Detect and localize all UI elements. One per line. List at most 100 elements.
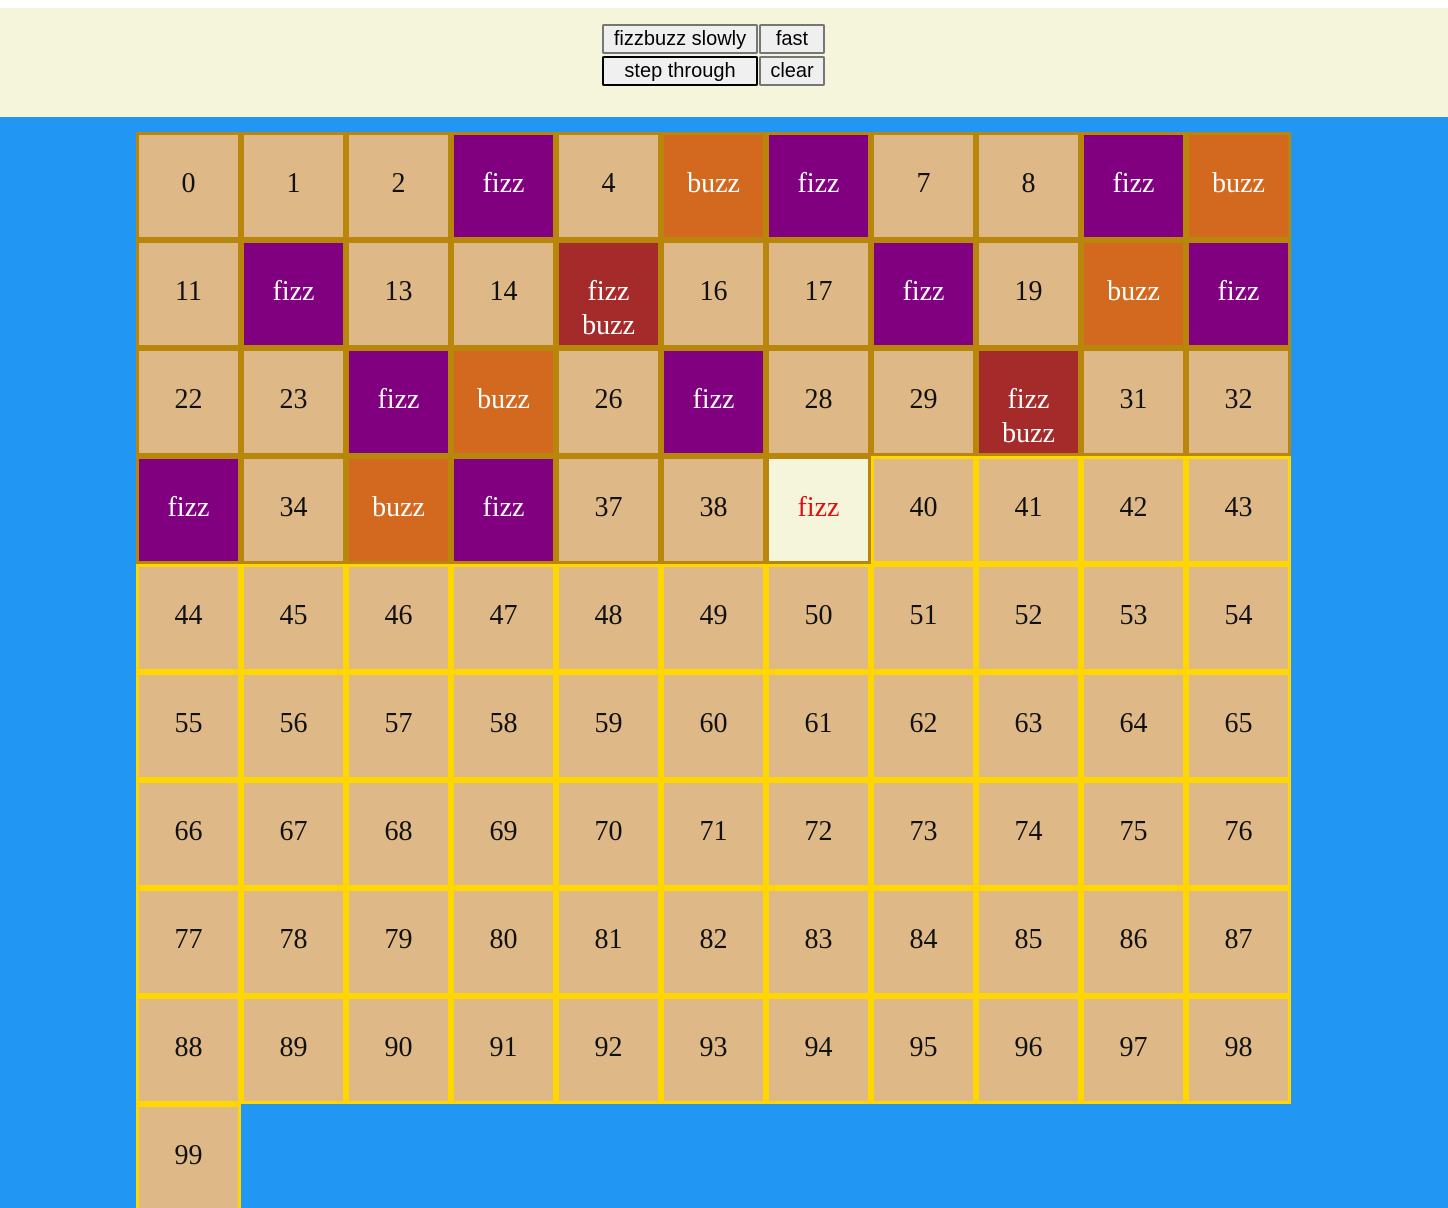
number-cell: 4 — [556, 132, 661, 240]
pending-cell: 43 — [1186, 456, 1291, 564]
pending-cell: 83 — [766, 888, 871, 996]
fizz-cell: fizz — [661, 348, 766, 456]
pending-cell: 77 — [136, 888, 241, 996]
pending-cell: 70 — [556, 780, 661, 888]
pending-cell: 59 — [556, 672, 661, 780]
pending-cell: 75 — [1081, 780, 1186, 888]
pending-cell: 87 — [1186, 888, 1291, 996]
pending-cell: 95 — [871, 996, 976, 1104]
number-cell: 11 — [136, 240, 241, 348]
fizz-cell: fizz — [241, 240, 346, 348]
number-cell: 34 — [241, 456, 346, 564]
fizz-cell: fizz — [1081, 132, 1186, 240]
pending-cell: 44 — [136, 564, 241, 672]
number-cell: 37 — [556, 456, 661, 564]
fast-button[interactable]: fast — [759, 24, 825, 54]
pending-cell: 46 — [346, 564, 451, 672]
pending-cell: 78 — [241, 888, 346, 996]
buzz-cell: buzz — [1081, 240, 1186, 348]
pending-cell: 89 — [241, 996, 346, 1104]
fizzbuzz-cell: fizz buzz — [976, 348, 1081, 456]
number-cell: 0 — [136, 132, 241, 240]
buzz-cell: buzz — [346, 456, 451, 564]
pending-cell: 53 — [1081, 564, 1186, 672]
pending-cell: 52 — [976, 564, 1081, 672]
pending-cell: 58 — [451, 672, 556, 780]
pending-cell: 51 — [871, 564, 976, 672]
pending-cell: 63 — [976, 672, 1081, 780]
pending-cell: 72 — [766, 780, 871, 888]
number-cell: 32 — [1186, 348, 1291, 456]
pending-cell: 54 — [1186, 564, 1291, 672]
pending-cell: 47 — [451, 564, 556, 672]
pending-cell: 61 — [766, 672, 871, 780]
fizz-cell: fizz — [346, 348, 451, 456]
pending-cell: 80 — [451, 888, 556, 996]
control-bar: fizzbuzz slowly fast step through clear — [0, 8, 1448, 117]
pending-cell: 48 — [556, 564, 661, 672]
pending-cell: 68 — [346, 780, 451, 888]
pending-cell: 55 — [136, 672, 241, 780]
pending-cell: 64 — [1081, 672, 1186, 780]
pending-cell: 50 — [766, 564, 871, 672]
buzz-cell: buzz — [451, 348, 556, 456]
fizz-cell: fizz — [136, 456, 241, 564]
fizz-cell: fizz — [766, 132, 871, 240]
pending-cell: 67 — [241, 780, 346, 888]
number-cell: 17 — [766, 240, 871, 348]
pending-cell: 71 — [661, 780, 766, 888]
pending-cell: 99 — [136, 1104, 241, 1208]
pending-cell: 97 — [1081, 996, 1186, 1104]
pending-cell: 86 — [1081, 888, 1186, 996]
number-cell: 31 — [1081, 348, 1186, 456]
number-cell: 8 — [976, 132, 1081, 240]
pending-cell: 74 — [976, 780, 1081, 888]
step-through-button[interactable]: step through — [602, 56, 758, 86]
buzz-cell: buzz — [661, 132, 766, 240]
pending-cell: 42 — [1081, 456, 1186, 564]
fizzbuzz-slowly-button[interactable]: fizzbuzz slowly — [602, 24, 758, 54]
pending-cell: 91 — [451, 996, 556, 1104]
number-cell: 22 — [136, 348, 241, 456]
pending-cell: 79 — [346, 888, 451, 996]
pending-cell: 49 — [661, 564, 766, 672]
pending-cell: 93 — [661, 996, 766, 1104]
pending-cell: 85 — [976, 888, 1081, 996]
pending-cell: 69 — [451, 780, 556, 888]
clear-button[interactable]: clear — [759, 56, 825, 86]
pending-cell: 98 — [1186, 996, 1291, 1104]
number-cell: 16 — [661, 240, 766, 348]
fizz-cell: fizz — [451, 456, 556, 564]
pending-cell: 73 — [871, 780, 976, 888]
pending-cell: 96 — [976, 996, 1081, 1104]
number-cell: 38 — [661, 456, 766, 564]
pending-cell: 66 — [136, 780, 241, 888]
pending-cell: 57 — [346, 672, 451, 780]
number-cell: 26 — [556, 348, 661, 456]
number-cell: 7 — [871, 132, 976, 240]
pending-cell: 82 — [661, 888, 766, 996]
pending-cell: 90 — [346, 996, 451, 1104]
number-cell: 29 — [871, 348, 976, 456]
buzz-cell: buzz — [1186, 132, 1291, 240]
fizz-cell: fizz — [1186, 240, 1291, 348]
pending-cell: 81 — [556, 888, 661, 996]
fizz-cell: fizz — [451, 132, 556, 240]
number-cell: 19 — [976, 240, 1081, 348]
number-cell: 14 — [451, 240, 556, 348]
pending-cell: 65 — [1186, 672, 1291, 780]
number-cell: 28 — [766, 348, 871, 456]
number-cell: 13 — [346, 240, 451, 348]
current-cell: fizz — [766, 456, 871, 564]
pending-cell: 92 — [556, 996, 661, 1104]
pending-cell: 76 — [1186, 780, 1291, 888]
pending-cell: 60 — [661, 672, 766, 780]
number-cell: 1 — [241, 132, 346, 240]
pending-cell: 84 — [871, 888, 976, 996]
pending-cell: 56 — [241, 672, 346, 780]
fizzbuzz-cell: fizz buzz — [556, 240, 661, 348]
number-cell: 23 — [241, 348, 346, 456]
pending-cell: 41 — [976, 456, 1081, 564]
pending-cell: 40 — [871, 456, 976, 564]
pending-cell: 45 — [241, 564, 346, 672]
